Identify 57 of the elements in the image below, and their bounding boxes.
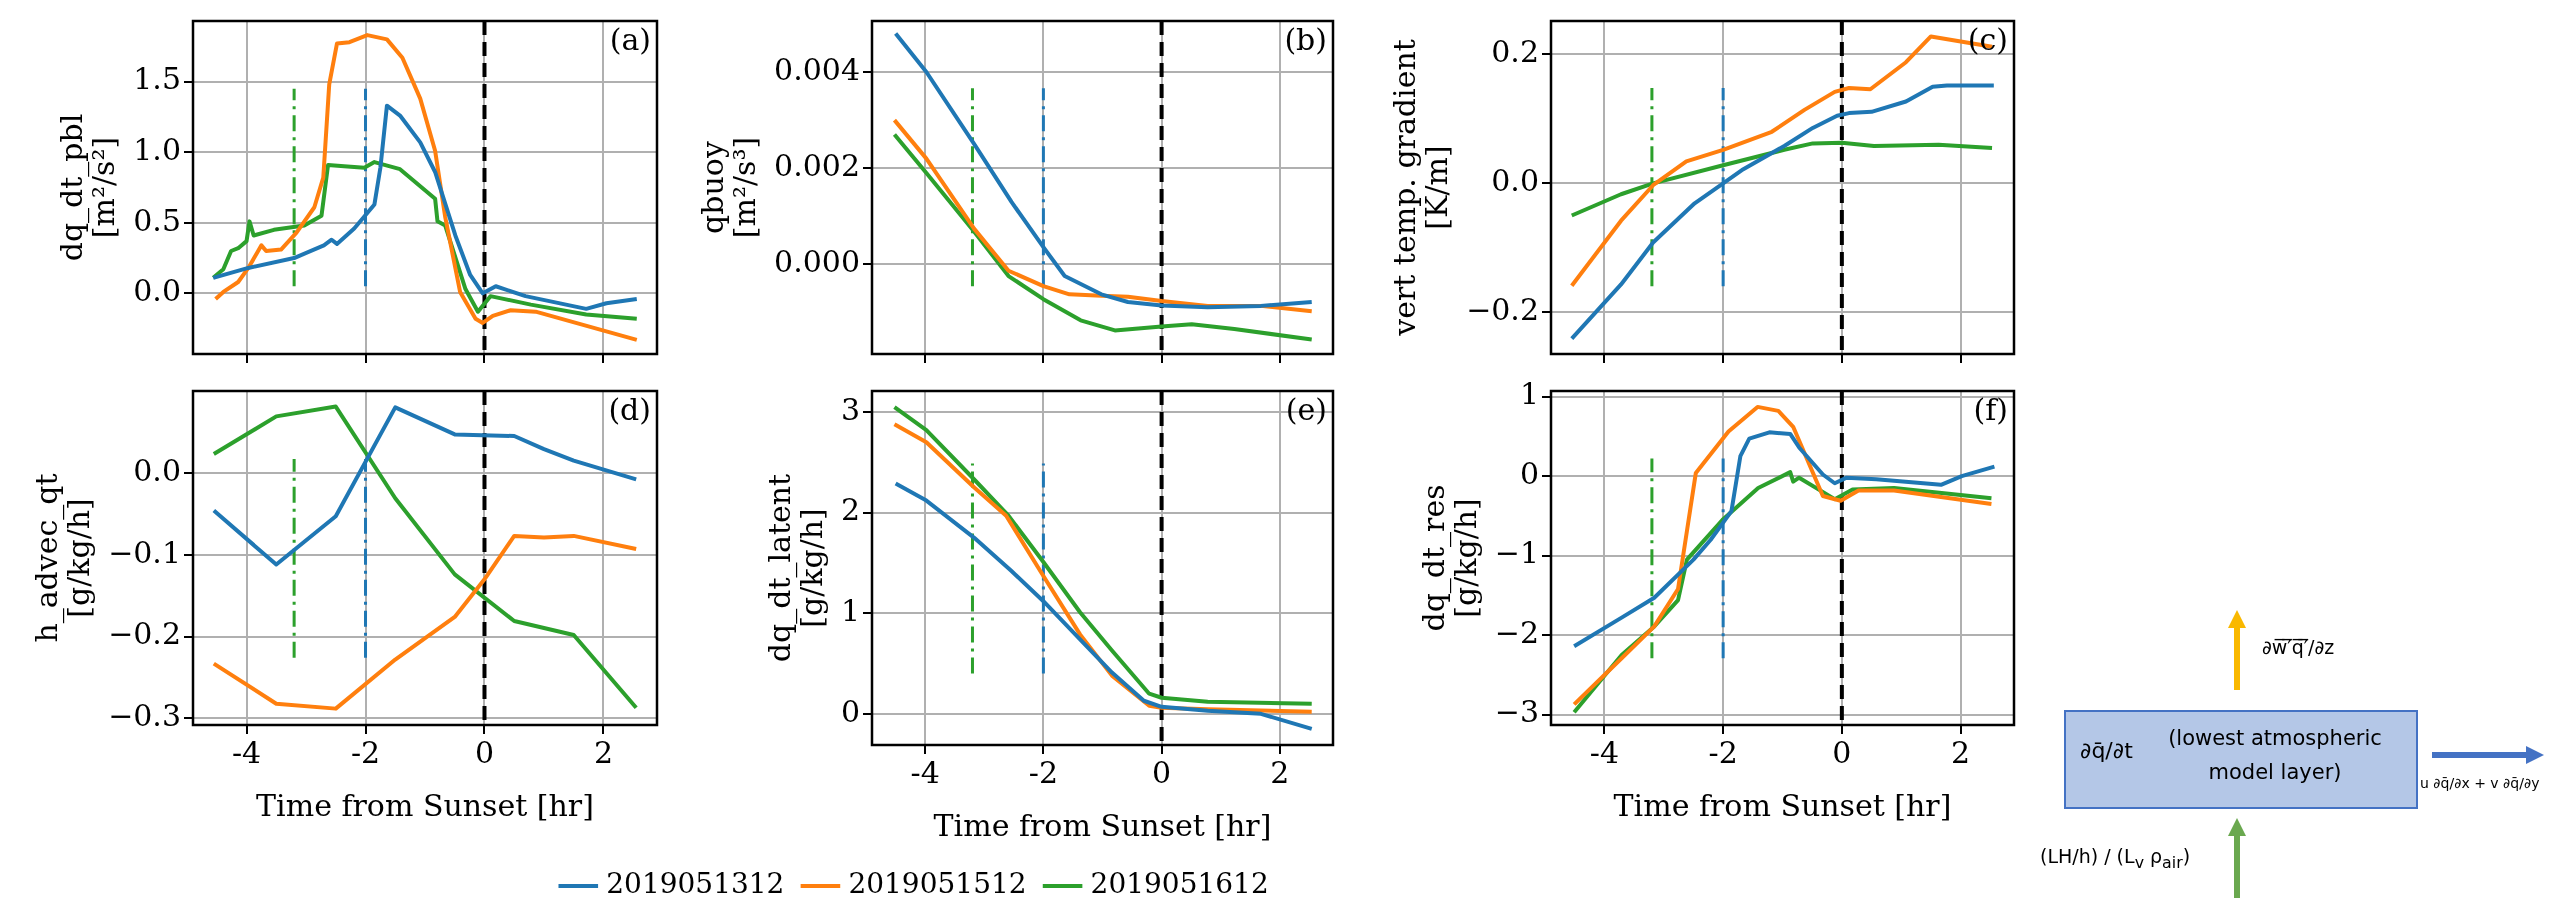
legend-label: 2019051512 [848, 867, 1027, 901]
y-axis-title: dq_dt_latent [g/kg/h] [761, 473, 829, 663]
x-tick-label: 0 [1832, 734, 1852, 770]
y-tick-label: 0 [1519, 455, 1539, 491]
text: (lowest atmospheric model layer) [2167, 725, 2383, 786]
y-tick-label: −3 [1494, 694, 1539, 730]
y-tick-label: 1 [840, 593, 860, 629]
y-tick-label: 0.2 [1491, 34, 1539, 70]
y-axis-title: h_advec_qt [g/kg/h] [28, 473, 96, 643]
text: ∂w̅′̅q̅′̅/∂z [2262, 636, 2335, 658]
y-axis-title: dq_dt_res [g/kg/h] [1415, 484, 1483, 632]
annotation: (e) [1285, 391, 1327, 427]
x-tick-label: -4 [231, 734, 262, 770]
x-tick-label: 0 [474, 734, 495, 770]
annotation: (a) [609, 21, 651, 57]
y-tick-label: 0.004 [774, 51, 860, 87]
y-tick-label: 0.0 [1491, 163, 1539, 199]
legend-label: 2019051312 [606, 867, 785, 901]
x-tick-label: 0 [1152, 754, 1172, 790]
y-tick-label: −0.3 [108, 698, 181, 734]
y-axis-title: vert temp. gradient [K/m] [1386, 39, 1454, 337]
x-tick-label: -2 [350, 734, 381, 770]
text: ∂q̄/∂t [2080, 738, 2133, 763]
x-tick-label: -2 [1708, 734, 1738, 770]
y-tick-label: 0.5 [133, 202, 181, 238]
y-tick-label: 0.002 [774, 148, 860, 184]
y-tick-label: 0 [840, 693, 860, 729]
x-tick-label: -4 [910, 754, 940, 790]
y-tick-label: 1.0 [133, 132, 181, 168]
y-tick-label: −0.2 [108, 616, 181, 652]
y-tick-label: 0.0 [133, 452, 181, 488]
text: u ∂q̄/∂x + v ∂q̄/∂y [2420, 775, 2540, 791]
y-tick-label: −2 [1494, 614, 1539, 650]
legend-label: 2019051612 [1090, 867, 1269, 901]
annotation: (f) [1973, 391, 2008, 427]
y-tick-label: 0.000 [774, 244, 860, 280]
x-tick-label: -4 [1589, 734, 1620, 770]
x-axis-title: Time from Sunset [hr] [933, 807, 1272, 843]
y-tick-label: 1 [1519, 376, 1539, 412]
text: (LH/h) / (L$_{v}$ ρ$_{air}$) [2040, 845, 2191, 872]
y-tick-label: 3 [840, 391, 860, 427]
x-tick-label: 2 [593, 734, 614, 770]
annotation: (d) [608, 391, 651, 427]
y-axis-title: dq_dt_pbl [m²/s²] [54, 113, 122, 262]
y-tick-label: 2 [840, 492, 860, 528]
x-tick-label: 2 [1951, 734, 1971, 770]
x-axis-title: Time from Sunset [hr] [256, 787, 594, 823]
y-tick-label: 0.0 [133, 273, 181, 309]
y-axis-title: qbuoy [m²/s³] [694, 136, 762, 239]
x-tick-label: 2 [1270, 754, 1290, 790]
y-tick-label: 1.5 [133, 61, 181, 97]
x-tick-label: -2 [1028, 754, 1059, 790]
y-tick-label: −0.2 [1466, 291, 1539, 327]
y-tick-label: −0.1 [108, 534, 181, 570]
y-tick-label: −1 [1494, 535, 1539, 571]
annotation: (b) [1284, 21, 1327, 57]
x-axis-title: Time from Sunset [hr] [1613, 787, 1952, 823]
